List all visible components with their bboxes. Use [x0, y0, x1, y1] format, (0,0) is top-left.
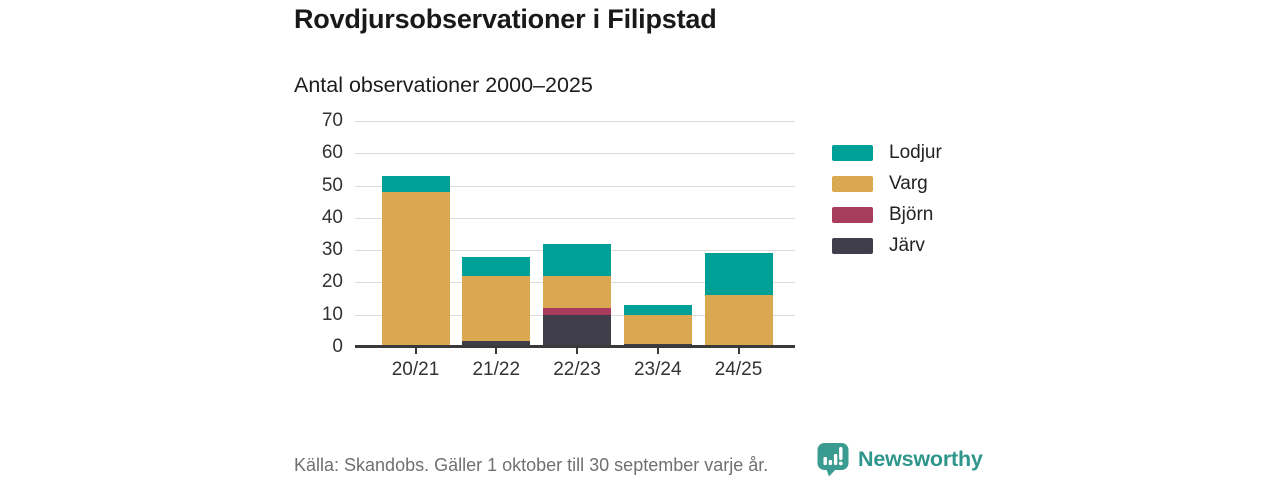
- bar-segment-varg: [704, 295, 773, 347]
- legend-item-lodjur: Lodjur: [832, 142, 942, 163]
- bar-segment-varg: [623, 315, 692, 344]
- x-axis-tick-label: 20/21: [391, 359, 440, 380]
- legend-item-varg: Varg: [832, 173, 942, 194]
- legend-label: Björn: [889, 204, 934, 225]
- x-axis-line: [355, 345, 795, 348]
- x-axis-tick: [737, 348, 740, 354]
- plot-area: [355, 121, 795, 354]
- y-axis-tick-label: 60: [321, 142, 343, 163]
- bar-segment-järv: [462, 341, 531, 347]
- legend-item-järv: Järv: [832, 235, 942, 256]
- chart-title: Rovdjursobservationer i Filipstad: [294, 4, 717, 34]
- gridline: [355, 218, 795, 219]
- legend-label: Varg: [889, 173, 928, 194]
- y-axis-tick-label: 30: [321, 239, 343, 260]
- legend-label: Lodjur: [889, 142, 942, 163]
- newsworthy-brand: Newsworthy: [816, 442, 983, 477]
- bar-segment-varg: [381, 192, 450, 347]
- x-axis-labels: 20/21 21/22 22/23 23/24 24/25: [355, 359, 795, 383]
- bar-segment-björn: [543, 308, 611, 315]
- bar-segment-varg: [462, 276, 531, 341]
- x-axis-tick: [495, 348, 498, 354]
- legend-swatch-björn: [832, 206, 873, 223]
- y-axis-tick-label: 10: [321, 304, 343, 325]
- legend-swatch-varg: [832, 175, 873, 192]
- legend-swatch-järv: [832, 237, 873, 254]
- x-axis-tick: [414, 348, 417, 354]
- newsworthy-logo-icon: [817, 443, 849, 477]
- bar-segment-järv: [543, 315, 611, 347]
- y-axis-labels: 0 10 20 30 40 50 60 70: [280, 111, 343, 357]
- y-axis-tick-label: 50: [321, 175, 343, 196]
- x-axis-tick-label: 22/23: [553, 359, 601, 380]
- x-axis-tick-label: 23/24: [633, 359, 682, 380]
- bar-segment-varg: [543, 276, 611, 308]
- y-axis-tick-label: 40: [321, 207, 343, 228]
- x-axis-tick-label: 24/25: [714, 359, 763, 380]
- bar-segment-lodjur: [381, 176, 450, 192]
- legend-label: Järv: [889, 235, 925, 256]
- bar-segment-lodjur: [543, 244, 611, 276]
- bar-segment-lodjur: [623, 305, 692, 315]
- gridline: [355, 153, 795, 154]
- x-axis-tick-label: 21/22: [472, 359, 521, 380]
- y-axis-tick-label: 0: [332, 336, 343, 357]
- y-axis-tick-label: 70: [321, 110, 343, 131]
- legend-item-björn: Björn: [832, 204, 942, 225]
- y-axis-tick-label: 20: [321, 271, 343, 292]
- legend: Lodjur Varg Björn Järv: [832, 142, 942, 266]
- chart-subtitle: Antal observationer 2000–2025: [294, 73, 593, 97]
- gridline: [355, 121, 795, 122]
- bar-segment-lodjur: [462, 257, 531, 276]
- source-note: Källa: Skandobs. Gäller 1 oktober till 3…: [294, 455, 769, 475]
- x-axis-tick: [576, 348, 578, 354]
- bar-segment-lodjur: [704, 253, 773, 295]
- x-axis-tick: [656, 348, 659, 354]
- newsworthy-wordmark: Newsworthy: [858, 447, 983, 471]
- gridline: [355, 186, 795, 187]
- legend-swatch-lodjur: [832, 144, 873, 161]
